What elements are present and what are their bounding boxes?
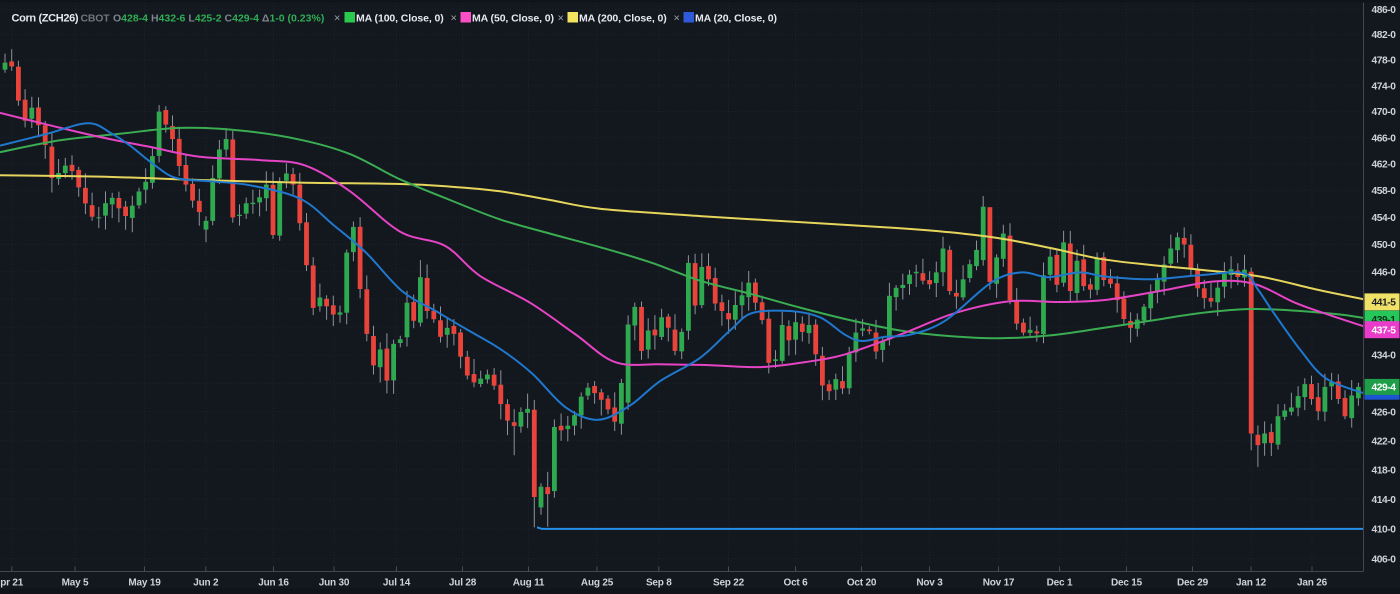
svg-text:Aug 25: Aug 25 xyxy=(581,578,614,589)
svg-text:429-4: 429-4 xyxy=(1371,383,1396,394)
svg-text:CBOT: CBOT xyxy=(81,13,111,25)
svg-text:Sep 8: Sep 8 xyxy=(646,578,672,589)
svg-text:414-0: 414-0 xyxy=(1371,495,1396,506)
svg-text:474-0: 474-0 xyxy=(1371,81,1396,92)
svg-text:462-0: 462-0 xyxy=(1371,160,1396,171)
svg-text:446-0: 446-0 xyxy=(1371,267,1396,278)
svg-text:418-0: 418-0 xyxy=(1371,466,1396,477)
svg-text:441-5: 441-5 xyxy=(1371,298,1396,309)
svg-text:×: × xyxy=(558,13,564,25)
svg-text:×: × xyxy=(334,13,340,25)
svg-text:O428-4 H432-6 L425-2 C429-4 Δ1: O428-4 H432-6 L425-2 C429-4 Δ1-0 (0.23%) xyxy=(113,13,324,25)
svg-text:Nov 3: Nov 3 xyxy=(916,578,943,589)
svg-text:Jan 12: Jan 12 xyxy=(1236,578,1267,589)
svg-text:Dec 1: Dec 1 xyxy=(1047,578,1073,589)
svg-text:Nov 17: Nov 17 xyxy=(983,578,1015,589)
svg-text:Apr 21: Apr 21 xyxy=(0,578,24,589)
svg-text:Dec 29: Dec 29 xyxy=(1177,578,1209,589)
svg-text:406-0: 406-0 xyxy=(1371,555,1396,566)
svg-text:439-1: 439-1 xyxy=(1371,315,1396,326)
svg-text:426-0: 426-0 xyxy=(1371,408,1396,419)
svg-text:Oct 6: Oct 6 xyxy=(783,578,808,589)
svg-text:470-0: 470-0 xyxy=(1371,107,1396,118)
svg-text:458-0: 458-0 xyxy=(1371,186,1396,197)
svg-text:478-0: 478-0 xyxy=(1371,56,1396,67)
svg-text:Aug 11: Aug 11 xyxy=(513,578,545,589)
svg-text:Jul 14: Jul 14 xyxy=(383,578,411,589)
svg-text:Jul 28: Jul 28 xyxy=(449,578,477,589)
svg-text:466-0: 466-0 xyxy=(1371,133,1396,144)
svg-text:434-0: 434-0 xyxy=(1371,351,1396,362)
svg-text:437-5: 437-5 xyxy=(1371,326,1396,337)
svg-text:Corn (ZCH26): Corn (ZCH26) xyxy=(12,13,79,25)
svg-text:MA (50, Close, 0): MA (50, Close, 0) xyxy=(472,13,554,25)
svg-text:486-0: 486-0 xyxy=(1371,5,1396,16)
svg-text:422-0: 422-0 xyxy=(1371,436,1396,447)
svg-text:Jun 16: Jun 16 xyxy=(258,578,289,589)
svg-text:May 19: May 19 xyxy=(128,578,161,589)
svg-text:Jun 30: Jun 30 xyxy=(319,578,350,589)
svg-text:410-0: 410-0 xyxy=(1371,525,1396,536)
svg-text:482-0: 482-0 xyxy=(1371,30,1396,41)
svg-text:×: × xyxy=(451,13,457,25)
svg-text:454-0: 454-0 xyxy=(1371,213,1396,224)
svg-text:Dec 15: Dec 15 xyxy=(1111,578,1143,589)
svg-text:May 5: May 5 xyxy=(62,578,89,589)
svg-text:Jun 2: Jun 2 xyxy=(193,578,219,589)
svg-text:MA (200, Close, 0): MA (200, Close, 0) xyxy=(579,13,667,25)
svg-text:MA (100, Close, 0): MA (100, Close, 0) xyxy=(356,13,444,25)
svg-text:×: × xyxy=(674,13,680,25)
svg-text:MA (20, Close, 0): MA (20, Close, 0) xyxy=(695,13,777,25)
svg-text:Oct 20: Oct 20 xyxy=(847,578,877,589)
svg-text:Jan 26: Jan 26 xyxy=(1297,578,1328,589)
svg-text:Sep 22: Sep 22 xyxy=(713,578,745,589)
svg-text:450-0: 450-0 xyxy=(1371,240,1396,251)
